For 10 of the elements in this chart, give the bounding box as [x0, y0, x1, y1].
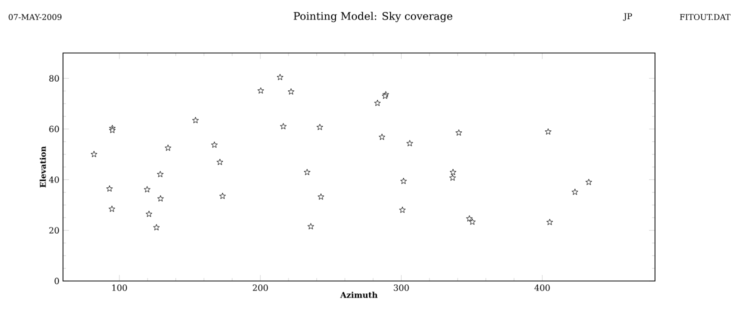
y-tick-label: 60: [49, 126, 59, 132]
x-tick-label: 200: [252, 284, 268, 291]
x-tick-label: 300: [394, 284, 409, 291]
y-tick-label: 0: [54, 278, 59, 284]
chart-title: Pointing Model: Sky coverage: [294, 12, 452, 22]
y-tick-label: 80: [49, 75, 59, 82]
x-tick-label: 400: [534, 284, 550, 291]
x-tick-label: 100: [112, 284, 127, 291]
y-tick-label: 20: [49, 227, 59, 234]
y-tick-label: 40: [48, 176, 59, 183]
